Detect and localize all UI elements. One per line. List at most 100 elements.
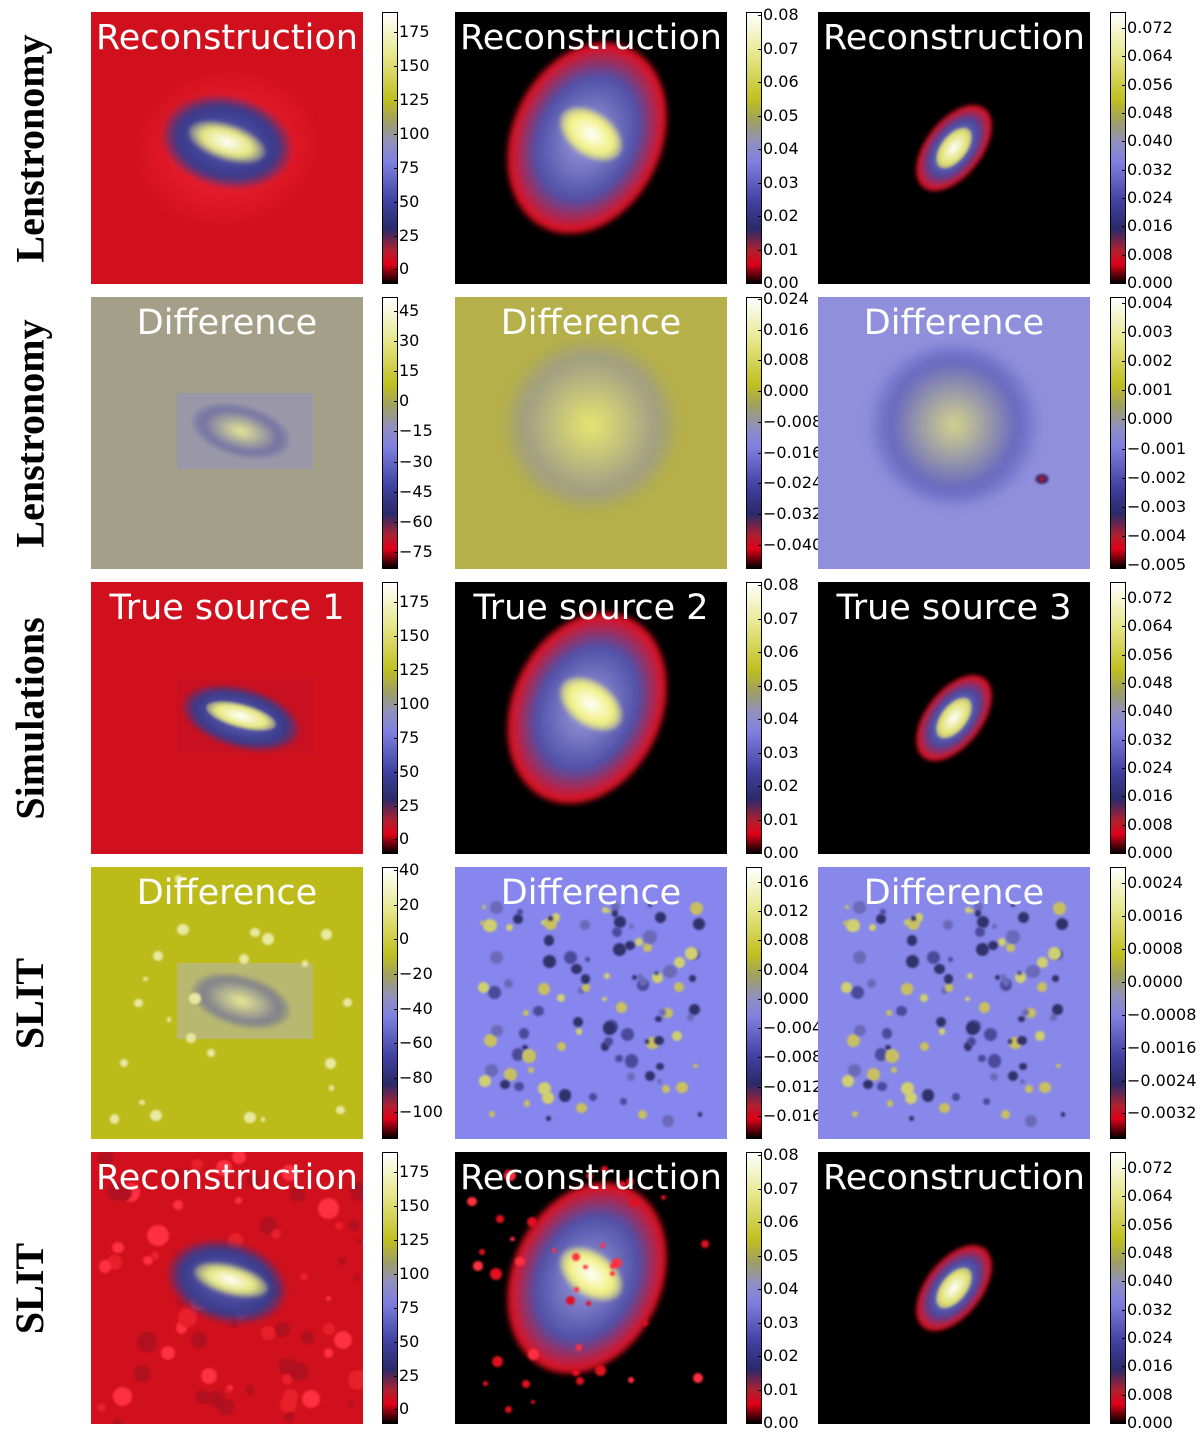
colorbar-tick-label: 0.02 [763,778,799,795]
colorbar-tick-label: 0.0008 [1127,941,1183,958]
colorbar-tick [394,839,398,841]
row-label: SLIT [0,1152,60,1424]
noise-blob [283,1412,294,1423]
colorbar-tick [1122,1337,1126,1339]
noise-blob [975,942,990,957]
noise-blob [281,1165,297,1181]
colorbar-tick [758,1389,762,1391]
colorbar-tick-label: 0.000 [1127,411,1173,428]
noise-blob [543,935,555,946]
colorbar-tick [394,311,398,313]
colorbar-tick-label: −0.016 [763,1108,823,1125]
colorbar [1110,867,1126,1139]
colorbar-tick-label: 0.016 [763,873,809,890]
noise-blob [143,976,148,982]
colorbar-tick-label: 50 [399,193,420,210]
colorbar-tick [1122,56,1126,58]
colorbar-tick-label: 0.048 [1127,1244,1173,1261]
row-label-text: Simulations [7,616,53,820]
noise-blob [547,916,553,922]
colorbar-tick [394,771,398,773]
colorbar-tick [758,940,762,942]
colorbar-tick-label: −45 [399,483,433,500]
noise-blob [289,1362,309,1381]
noise-blob [875,913,886,924]
noise-blob [551,1248,557,1253]
noise-blob [601,1165,608,1173]
noise-blob [647,902,652,907]
noise-blob [514,1082,524,1092]
noise-blob [480,920,485,926]
colorbar-tick-label: 0.040 [1127,133,1173,150]
colorbar-tick [758,819,762,821]
noise-blob [160,1345,176,1361]
noise-blob [848,1064,862,1077]
noise-blob [479,1075,491,1087]
colorbar [746,1152,762,1424]
colorbar-tick-label: 0.00 [763,1415,799,1431]
noise-blob [483,918,498,933]
noise-blob [934,963,945,975]
colorbar-tick-label: 0 [399,931,410,948]
colorbar-tick-label: 0.008 [1127,246,1173,263]
colorbar-tick [1122,84,1126,86]
image-panel: Reconstruction [91,1152,363,1424]
noise-blob [134,998,143,1007]
colorbar-tick-label: 50 [399,1333,420,1350]
noise-blob [963,1042,973,1051]
colorbar-tick-label: 0 [399,393,410,410]
noise-blob [301,1331,315,1345]
noise-blob [142,1255,153,1266]
noise-blob [98,1260,112,1273]
noise-blob [662,1115,675,1128]
noise-blob [689,1004,701,1015]
noise-blob [178,1308,197,1327]
colorbar-tick-label: 0.05 [763,107,799,124]
noise-blob [326,1296,331,1301]
noise-blob [491,1024,504,1037]
noise-blob [998,938,1006,946]
colorbar-tick-label: −15 [399,423,433,440]
noise-blob [611,902,621,912]
noise-blob [613,915,627,929]
colorbar-tick-label: −0.0032 [1127,1105,1197,1122]
noise-blob [503,1067,518,1082]
noise-blob [612,942,627,957]
colorbar-tick-label: 0.07 [763,610,799,627]
colorbar-tick [758,1116,762,1118]
colorbar-tick-label: 0.056 [1127,76,1173,93]
colorbar-tick [1122,197,1126,199]
colorbar-tick-label: 0.08 [763,7,799,24]
noise-blob [1019,1062,1027,1071]
colorbar-tick-label: −60 [399,1035,433,1052]
colorbar-tick-label: 0.008 [1127,1386,1173,1403]
noise-blob [478,982,489,993]
colorbar-tick-label: 0.002 [1127,353,1173,370]
colorbar-tick [1122,654,1126,656]
colorbar-tick-label: 40 [399,862,420,879]
noise-blob [610,1270,615,1276]
noise-blob [1007,1071,1018,1082]
noise-blob [624,1054,638,1068]
noise-blob [505,1170,511,1175]
noise-blob [489,950,504,965]
colorbar-tick [1122,1224,1126,1226]
noise-blob [323,1322,336,1335]
colorbar-tick-label: 0.00 [763,275,799,291]
noise-blob [900,1081,914,1096]
noise-blob [1017,911,1030,924]
colorbar-tick [1122,302,1126,304]
noise-blob [602,997,607,1002]
colorbar-tick [1122,141,1126,143]
colorbar [382,12,398,284]
noise-blob [245,1386,255,1396]
image-panel: Reconstruction [818,12,1090,284]
noise-blob [627,1073,636,1082]
noise-blob [685,947,698,960]
colorbar [1110,297,1126,569]
colorbar-tick-label: −0.001 [1127,440,1187,457]
noise-blob [841,982,852,993]
noise-blob [206,1048,216,1057]
colorbar-tick-label: 175 [399,1164,430,1181]
noise-blob [974,927,985,938]
